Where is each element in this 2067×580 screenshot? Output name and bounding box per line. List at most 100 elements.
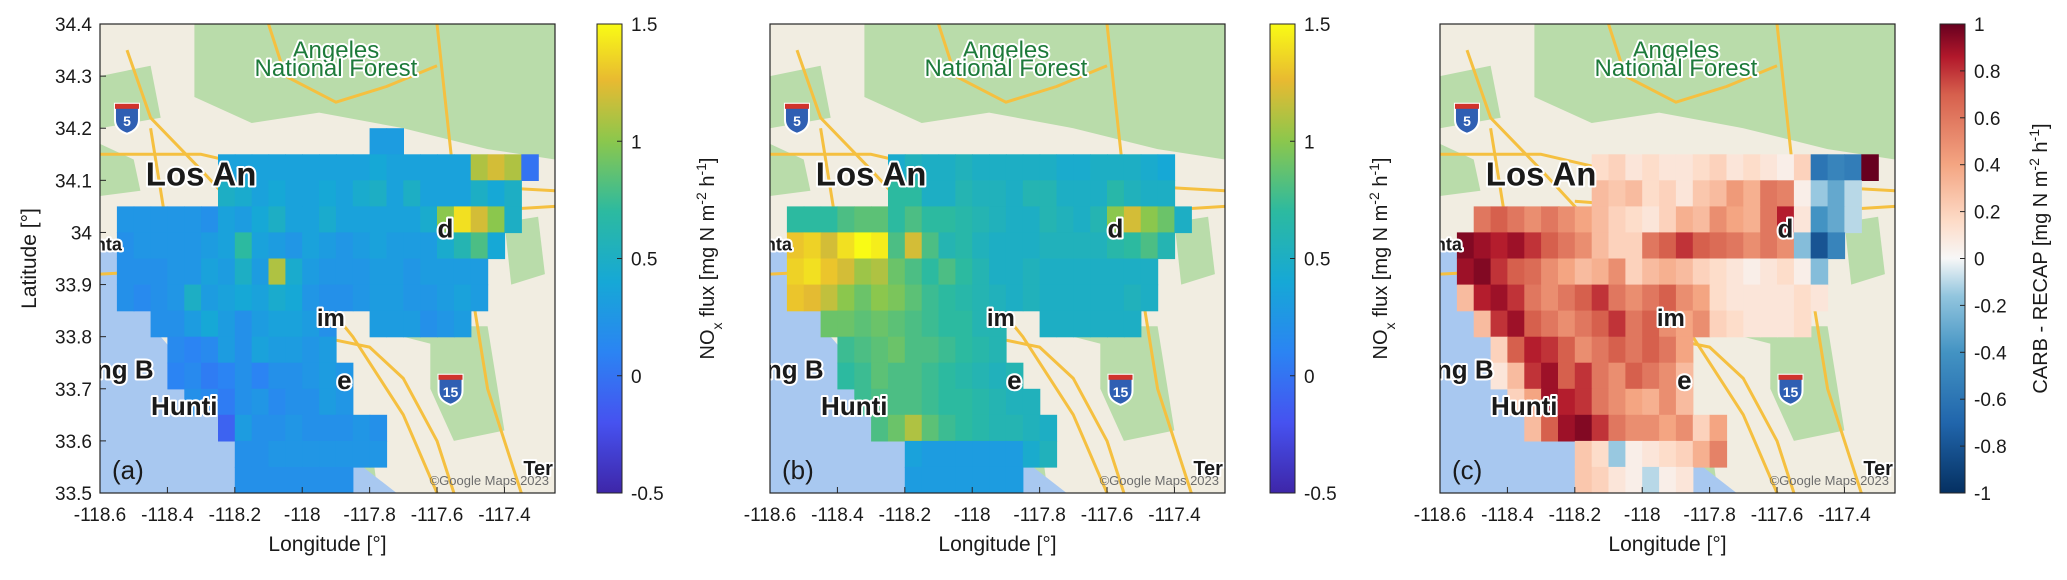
flux-grid bbox=[786, 154, 1192, 493]
grid-cell bbox=[1709, 414, 1728, 442]
grid-cell bbox=[201, 310, 219, 338]
grid-cell bbox=[218, 362, 236, 390]
grid-cell bbox=[1039, 206, 1058, 234]
colorbar-tick-label: 1 bbox=[1304, 132, 1315, 153]
grid-cell bbox=[1039, 154, 1058, 181]
grid-cell bbox=[470, 232, 489, 260]
grid-cell bbox=[1107, 180, 1125, 207]
flux-grid bbox=[116, 128, 539, 493]
grid-cell bbox=[251, 336, 270, 364]
grid-cell bbox=[1541, 336, 1559, 364]
grid-cell bbox=[234, 388, 253, 416]
highway-line bbox=[267, 24, 438, 104]
grid-cell bbox=[1692, 180, 1711, 207]
grid-cell bbox=[1541, 206, 1559, 234]
park-area bbox=[1534, 24, 1895, 160]
grid-cell bbox=[1039, 310, 1058, 338]
grid-cell bbox=[1574, 232, 1593, 260]
grid-cell bbox=[167, 206, 185, 234]
grid-cell bbox=[1005, 232, 1024, 260]
grid-cell bbox=[1073, 310, 1091, 338]
grid-cell bbox=[285, 362, 303, 390]
flux-grid bbox=[1456, 154, 1879, 520]
grid-cell bbox=[1022, 206, 1041, 234]
grid-cell bbox=[837, 336, 855, 364]
grid-cell bbox=[1456, 258, 1475, 286]
grid-cell bbox=[403, 180, 421, 207]
city-label: Los An bbox=[1486, 156, 1597, 193]
city-label: Los An bbox=[816, 156, 927, 193]
grid-cell bbox=[955, 336, 973, 364]
park-area bbox=[1174, 216, 1215, 285]
grid-cell bbox=[1844, 154, 1862, 181]
grid-cell bbox=[335, 232, 354, 260]
grid-cell bbox=[1022, 284, 1041, 312]
grid-cell bbox=[1524, 388, 1542, 416]
grid-cell bbox=[319, 284, 337, 312]
grid-cell bbox=[1005, 466, 1024, 493]
grid-cell bbox=[437, 206, 455, 234]
grid-cell bbox=[335, 206, 354, 234]
grid-cell bbox=[1073, 206, 1091, 234]
grid-cell bbox=[904, 466, 923, 493]
grid-cell bbox=[369, 128, 388, 155]
grid-cell bbox=[201, 336, 219, 364]
x-tick-label: -118.6 bbox=[74, 505, 126, 526]
grid-cell bbox=[1157, 232, 1176, 260]
grid-cell bbox=[167, 336, 185, 364]
grid-cell bbox=[904, 414, 923, 442]
x-axis-label: Longitude [°] bbox=[938, 533, 1056, 556]
grid-cell bbox=[1675, 310, 1694, 338]
grid-cell bbox=[1726, 310, 1744, 338]
grid-cell bbox=[955, 362, 973, 390]
grid-cell bbox=[319, 336, 337, 364]
grid-cell bbox=[1022, 440, 1041, 468]
grid-cell bbox=[854, 310, 872, 338]
y-tick-label: 34.1 bbox=[55, 171, 92, 192]
grid-cell bbox=[1743, 258, 1761, 286]
grid-cell bbox=[972, 336, 990, 364]
grid-cell bbox=[1558, 232, 1576, 260]
grid-cell bbox=[234, 336, 253, 364]
grid-cell bbox=[1709, 232, 1728, 260]
park-area bbox=[770, 143, 811, 196]
grid-cell bbox=[116, 206, 135, 234]
grid-cell bbox=[1692, 284, 1711, 312]
grid-cell bbox=[1022, 154, 1041, 181]
grid-cell bbox=[989, 310, 1007, 338]
grid-cell bbox=[1507, 336, 1525, 364]
map-attribution: ©Google Maps 2023 bbox=[1770, 473, 1889, 488]
grid-cell bbox=[184, 310, 202, 338]
grid-cell bbox=[1490, 284, 1509, 312]
x-tick-label: -118.4 bbox=[141, 505, 194, 526]
grid-cell bbox=[285, 180, 303, 207]
grid-cell bbox=[319, 232, 337, 260]
x-tick-label: -118.2 bbox=[209, 505, 261, 526]
grid-cell bbox=[1659, 493, 1677, 520]
city-label: im bbox=[317, 305, 345, 332]
city-label: ong B bbox=[1420, 354, 1494, 384]
colorbar-tick-label: 1 bbox=[1974, 15, 1985, 36]
grid-cell bbox=[904, 388, 923, 416]
grid-cell bbox=[1591, 180, 1610, 207]
grid-cell bbox=[989, 232, 1007, 260]
grid-cell bbox=[989, 440, 1007, 468]
grid-cell bbox=[1073, 154, 1091, 181]
grid-cell bbox=[1090, 206, 1108, 234]
grid-cell bbox=[989, 206, 1007, 234]
grid-cell bbox=[1793, 206, 1812, 234]
grid-cell bbox=[302, 206, 320, 234]
grid-cell bbox=[150, 232, 169, 260]
grid-cell bbox=[989, 180, 1007, 207]
x-axis-label: Longitude [°] bbox=[1608, 533, 1726, 556]
park-area bbox=[194, 24, 555, 160]
shield-number: 5 bbox=[793, 113, 801, 129]
grid-cell bbox=[369, 154, 388, 181]
grid-cell bbox=[1760, 232, 1778, 260]
grid-cell bbox=[820, 258, 839, 286]
grid-cell bbox=[1608, 310, 1626, 338]
grid-cell bbox=[352, 154, 371, 181]
x-tick-label: -118.2 bbox=[1549, 505, 1601, 526]
y-tick-label: 34 bbox=[71, 223, 93, 244]
grid-cell bbox=[837, 362, 855, 390]
